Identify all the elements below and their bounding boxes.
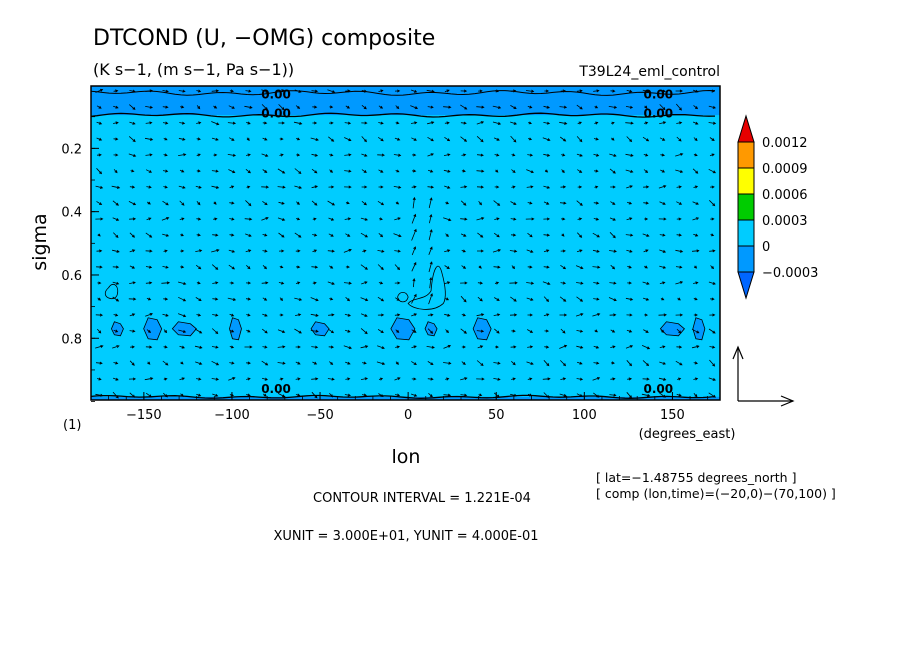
colorbar xyxy=(737,114,755,300)
contour-label: 0.00 xyxy=(261,382,291,396)
colorbar-bottom-arrow xyxy=(737,271,755,300)
contour-lines xyxy=(90,89,716,399)
x-axis: −150 −100 −50 0 50 100 150 xyxy=(108,392,709,423)
comp-info: [ comp (lon,time)=(−20,0)−(70,100) ] xyxy=(596,486,836,501)
colorbar-label: 0.0009 xyxy=(762,162,808,177)
negative-band xyxy=(91,396,720,400)
x-axis-title: lon xyxy=(392,446,421,468)
small-contour xyxy=(407,265,446,310)
contour-label: 0.00 xyxy=(261,88,291,102)
chart-title: DTCOND (U, −OMG) composite xyxy=(93,26,435,51)
colorbar-label: 0.0012 xyxy=(762,136,808,151)
zero-contour xyxy=(90,89,716,96)
lat-info: [ lat=−1.48755 degrees_north ] xyxy=(596,470,796,485)
contour-interval: CONTOUR INTERVAL = 1.221E-04 xyxy=(313,491,531,506)
zero-contour xyxy=(90,112,716,118)
y-axis: 0.2 0.4 0.6 0.8 xyxy=(61,116,99,402)
contour-label: 0.00 xyxy=(644,88,674,102)
negative-patch xyxy=(143,317,163,341)
y-tick-label: 0.2 xyxy=(61,142,82,157)
panel-label: (1) xyxy=(63,418,81,433)
colorbar-top-arrow xyxy=(737,114,755,143)
x-tick-label: 150 xyxy=(660,408,685,423)
y-tick-label: 0.8 xyxy=(61,332,82,347)
colorbar-segment xyxy=(737,219,755,247)
vector-field xyxy=(95,88,717,399)
x-tick-label: −100 xyxy=(214,408,250,423)
contour-labels: 0.00 0.00 0.00 0.00 0.00 0.00 xyxy=(261,88,673,396)
colorbar-segment xyxy=(737,141,755,169)
y-tick-label: 0.4 xyxy=(61,206,82,221)
colorbar-label: −0.0003 xyxy=(762,266,818,281)
small-contour xyxy=(104,283,119,300)
contour-label: 0.00 xyxy=(644,382,674,396)
x-tick-label: 0 xyxy=(404,408,412,423)
negative-patch xyxy=(310,321,330,337)
colorbar-label: 0 xyxy=(762,240,770,255)
colorbar-segment xyxy=(737,193,755,221)
contour-label: 0.00 xyxy=(261,107,291,121)
colorbar-labels: 0.0012 0.0009 0.0006 0.0003 0 −0.0003 xyxy=(762,136,818,281)
negative-band xyxy=(91,86,720,116)
negative-patch xyxy=(171,321,197,337)
negative-patch xyxy=(424,321,438,337)
plot-background xyxy=(91,86,720,400)
negative-patch xyxy=(390,317,416,341)
run-name: T39L24_eml_control xyxy=(578,64,720,80)
small-contour xyxy=(397,291,409,303)
wind-vectors xyxy=(95,88,717,399)
x-tick-label: 50 xyxy=(488,408,505,423)
x-axis-units: (degrees_east) xyxy=(639,427,736,442)
zero-contour xyxy=(90,394,716,399)
negative-patch xyxy=(472,317,492,341)
contour-label: 0.00 xyxy=(644,107,674,121)
colorbar-label: 0.0003 xyxy=(762,214,808,229)
plot-area: 0.00 0.00 0.00 0.00 0.00 0.00 xyxy=(90,85,721,401)
negative-patch xyxy=(110,321,124,337)
x-tick-label: −50 xyxy=(306,408,333,423)
y-tick-label: 0.6 xyxy=(61,269,82,284)
colorbar-segment xyxy=(737,245,755,273)
x-tick-label: 100 xyxy=(572,408,597,423)
colorbar-segment xyxy=(737,167,755,195)
negative-patch xyxy=(692,317,706,341)
negative-bands xyxy=(91,86,720,400)
negative-patch xyxy=(229,317,242,341)
y-axis-title: sigma xyxy=(29,213,51,270)
colorbar-label: 0.0006 xyxy=(762,188,808,203)
x-tick-label: −150 xyxy=(126,408,162,423)
reference-vector xyxy=(732,345,795,407)
chart-units: (K s−1, (m s−1, Pa s−1)) xyxy=(93,60,294,79)
unit-vector-info: XUNIT = 3.000E+01, YUNIT = 4.000E-01 xyxy=(274,529,539,544)
